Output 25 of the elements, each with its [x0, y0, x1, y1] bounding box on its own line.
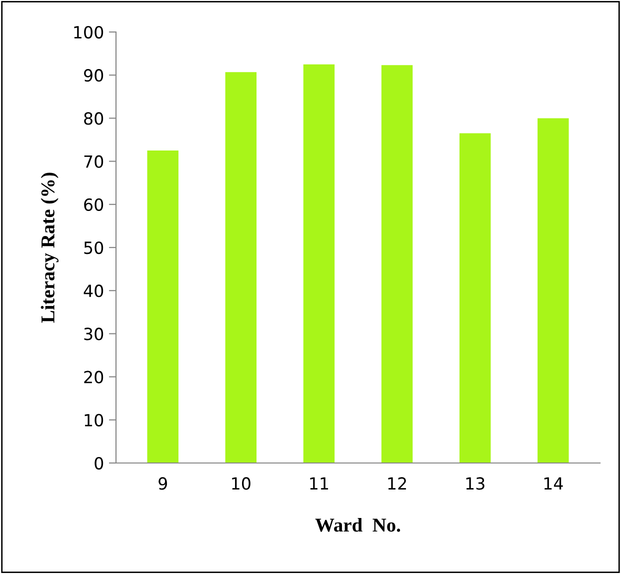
y-tick-label: 30 — [84, 328, 104, 340]
y-axis-title: Literacy Rate (%) — [40, 172, 58, 323]
bar — [381, 65, 413, 463]
y-tick-label: 0 — [94, 456, 104, 470]
x-tick-label: 12 — [388, 477, 406, 490]
y-tick-label: 70 — [84, 155, 104, 168]
x-tick-label: 11 — [310, 477, 328, 490]
y-tick-label: 80 — [84, 112, 104, 125]
x-tick-label: 10 — [232, 477, 250, 490]
bar — [459, 133, 491, 463]
x-axis-title: Ward No. — [315, 518, 400, 532]
x-tick-label: 14 — [544, 477, 563, 490]
y-tick-label: 20 — [84, 370, 104, 384]
bar — [303, 64, 335, 463]
bar — [538, 118, 569, 463]
y-tick-label: 40 — [84, 284, 104, 298]
y-tick-label: 50 — [84, 241, 104, 254]
y-tick-label: 60 — [84, 198, 104, 211]
x-tick-label: 13 — [466, 477, 484, 490]
bar — [225, 72, 257, 463]
bar — [147, 150, 178, 463]
y-tick-label: 90 — [84, 69, 104, 82]
y-tick-label: 100 — [74, 26, 104, 39]
x-tick-label: 9 — [158, 477, 167, 490]
y-tick-label: 10 — [84, 414, 104, 426]
